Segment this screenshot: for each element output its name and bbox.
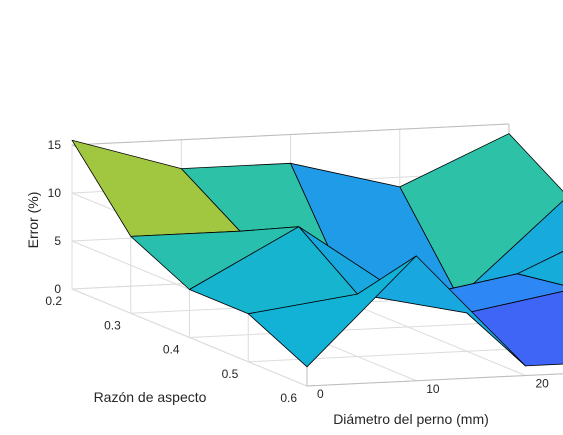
- z-tick-label: 15: [48, 138, 62, 152]
- z-tick-label: 0: [54, 282, 61, 296]
- surface-plot: [71, 133, 563, 368]
- wall-grid-line: [71, 288, 308, 387]
- z-tick-label: 5: [54, 234, 61, 248]
- y-axis-label: Razón de aspecto: [94, 389, 207, 405]
- x-tick-label: 10: [426, 382, 440, 396]
- x-tick-label: 20: [536, 377, 550, 391]
- y-tick-label: 0.5: [222, 367, 239, 381]
- y-tick-label: 0.2: [45, 294, 62, 308]
- floor-grid-line: [248, 346, 563, 363]
- surface-patch: [247, 255, 417, 368]
- x-axis-label: Diámetro del perno (mm): [333, 411, 489, 427]
- z-axis-label: Error (%): [25, 192, 41, 249]
- y-tick-label: 0.3: [104, 318, 121, 332]
- x-tick-label: 0: [317, 387, 324, 401]
- y-tick-label: 0.4: [163, 343, 180, 357]
- box-edge: [71, 123, 510, 146]
- z-tick-label: 10: [48, 186, 62, 200]
- y-tick-label: 0.6: [280, 391, 297, 405]
- box-edge: [306, 373, 563, 387]
